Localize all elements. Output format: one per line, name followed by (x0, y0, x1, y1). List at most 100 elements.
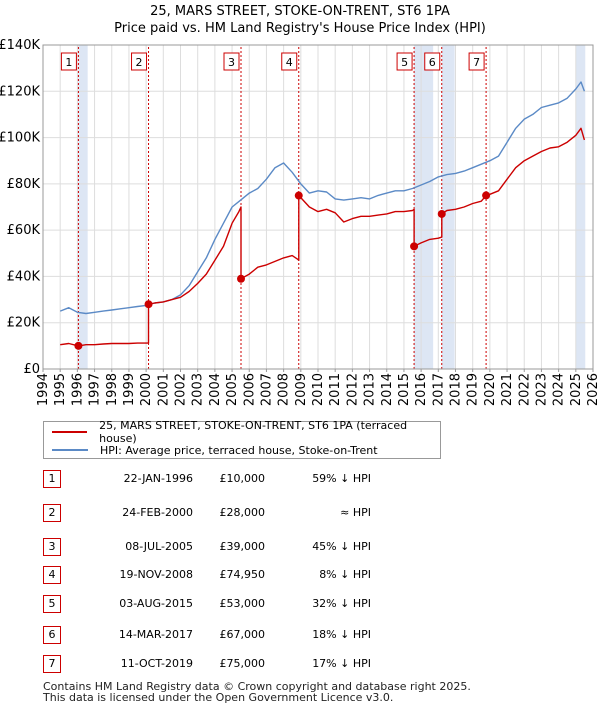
sale-price: £75,000 (219, 657, 266, 670)
x-tick-label: 2012 (345, 373, 360, 406)
sale-point (437, 209, 446, 218)
x-tick-label: 2022 (517, 373, 532, 406)
sale-hpi-comparison: 18% ↓ HPI (312, 628, 371, 641)
sale-hpi-comparison: 8% ↓ HPI (319, 568, 371, 581)
sale-price: £74,950 (219, 568, 266, 581)
x-tick-label: 2004 (208, 373, 223, 406)
sale-hpi-comparison: 17% ↓ HPI (312, 657, 371, 670)
sale-number-badge: 1 (43, 470, 61, 488)
x-tick-label: 2002 (174, 373, 189, 406)
sale-number-badge: 6 (43, 626, 61, 644)
x-tick-label: 2017 (431, 373, 446, 406)
sale-price: £28,000 (219, 506, 266, 519)
sale-point (482, 191, 491, 200)
x-tick-label: 2010 (311, 373, 326, 406)
x-tick-label: 2015 (397, 373, 412, 406)
chart-title: 25, MARS STREET, STOKE-ON-TRENT, ST6 1PA (150, 4, 450, 19)
x-tick-label: 1997 (88, 373, 103, 406)
sale-price: £53,000 (219, 597, 266, 610)
shaded-period (441, 45, 455, 369)
sale-number-badge: 7 (43, 655, 61, 673)
sale-row: 7 11-OCT-2019 £75,000 17% ↓ HPI (43, 655, 463, 673)
x-tick-label: 2006 (242, 373, 257, 406)
x-tick-label: 2025 (569, 373, 584, 406)
legend-label-hpi: HPI: Average price, terraced house, Stok… (100, 443, 378, 457)
sale-number-label: 2 (136, 56, 143, 69)
x-tick-label: 2008 (277, 373, 292, 406)
x-tick-label: 2011 (328, 373, 343, 406)
sale-point (144, 300, 153, 309)
x-tick-label: 2000 (139, 373, 154, 406)
price-chart: 1 2 3 4 5 6 7 £0 £20K £40K £60K £80K £100K £120K £140… (0, 38, 600, 406)
sale-point (294, 191, 303, 200)
sale-number-badge: 5 (43, 595, 61, 613)
sale-number-badge: 2 (43, 504, 61, 522)
sale-number-badge: 4 (43, 566, 61, 584)
sale-number-box (60, 52, 77, 71)
x-tick-label: 2005 (225, 373, 240, 406)
shaded-period (78, 45, 88, 369)
sale-price: £67,000 (219, 628, 266, 641)
sale-date: 22-JAN-1996 (123, 472, 193, 485)
sale-number-label: 6 (429, 56, 436, 69)
sale-date: 19-NOV-2008 (119, 568, 193, 581)
x-tick-label: 1994 (36, 373, 51, 406)
x-tick-label: 2020 (483, 373, 498, 406)
chart-subtitle: Price paid vs. HM Land Registry's House … (114, 21, 486, 36)
shaded-period (575, 45, 586, 369)
sale-number-boxes: 1 2 3 4 5 6 7 (60, 52, 485, 71)
x-tick-label: 2026 (586, 373, 600, 406)
sale-date: 11-OCT-2019 (120, 657, 193, 670)
sale-row: 5 03-AUG-2015 £53,000 32% ↓ HPI (43, 595, 463, 613)
sale-number-label: 4 (286, 56, 293, 69)
x-tick-label: 2016 (414, 373, 429, 406)
sale-point (237, 274, 245, 283)
x-tick-label: 2023 (534, 373, 549, 406)
legend-item-hpi: HPI: Average price, terraced house, Stok… (52, 442, 378, 458)
x-tick-label: 2019 (466, 373, 481, 406)
sale-hpi-comparison: 45% ↓ HPI (312, 540, 371, 553)
sale-number-box (424, 52, 441, 71)
x-tick-label: 2018 (449, 373, 464, 406)
sale-row: 4 19-NOV-2008 £74,950 8% ↓ HPI (43, 566, 463, 584)
shaded-period (414, 45, 434, 369)
x-tick-label: 2007 (259, 373, 274, 406)
sale-hpi-comparison: 32% ↓ HPI (312, 597, 371, 610)
sale-row: 6 14-MAR-2017 £67,000 18% ↓ HPI (43, 626, 463, 644)
sale-row: 1 22-JAN-1996 £10,000 59% ↓ HPI (43, 470, 463, 488)
sale-number-box (131, 52, 148, 71)
sale-number-box (396, 52, 413, 71)
y-tick-label: £100K (0, 131, 40, 146)
sale-date: 03-AUG-2015 (119, 597, 193, 610)
x-tick-label: 2014 (380, 373, 395, 406)
sale-date: 24-FEB-2000 (122, 506, 193, 519)
legend-label-property: 25, MARS STREET, STOKE-ON-TRENT, ST6 1PA… (99, 419, 408, 445)
x-tick-label: 1998 (105, 373, 120, 406)
legend-swatch-hpi (52, 449, 88, 451)
footer: Contains HM Land Registry data © Crown c… (43, 681, 471, 703)
footer-licence: This data is licensed under the Open Gov… (43, 691, 394, 704)
x-tick-label: 1999 (122, 373, 137, 406)
sale-number-box (223, 52, 240, 71)
sale-price: £10,000 (219, 472, 266, 485)
legend-item-property: 25, MARS STREET, STOKE-ON-TRENT, ST6 1PA… (52, 419, 440, 445)
sale-number-label: 1 (65, 56, 72, 69)
y-tick-label: £20K (7, 316, 41, 331)
x-tick-label: 2013 (363, 373, 378, 406)
sale-date: 08-JUL-2005 (125, 540, 193, 553)
sale-number-label: 7 (473, 56, 480, 69)
x-tick-label: 2009 (294, 373, 309, 406)
sale-date: 14-MAR-2017 (118, 628, 193, 641)
x-tick-label: 1995 (53, 373, 68, 406)
legend-swatch-property (52, 431, 88, 433)
sale-number-box (281, 52, 298, 71)
sale-points (74, 191, 491, 350)
sale-hpi-comparison: 59% ↓ HPI (312, 472, 371, 485)
x-tick-label: 2001 (156, 373, 171, 406)
sale-number-label: 5 (401, 56, 408, 69)
sale-point (410, 242, 419, 251)
sale-price: £39,000 (219, 540, 266, 553)
sale-number-badge: 3 (43, 538, 61, 556)
sale-row: 2 24-FEB-2000 £28,000 ≈ HPI (43, 504, 463, 522)
